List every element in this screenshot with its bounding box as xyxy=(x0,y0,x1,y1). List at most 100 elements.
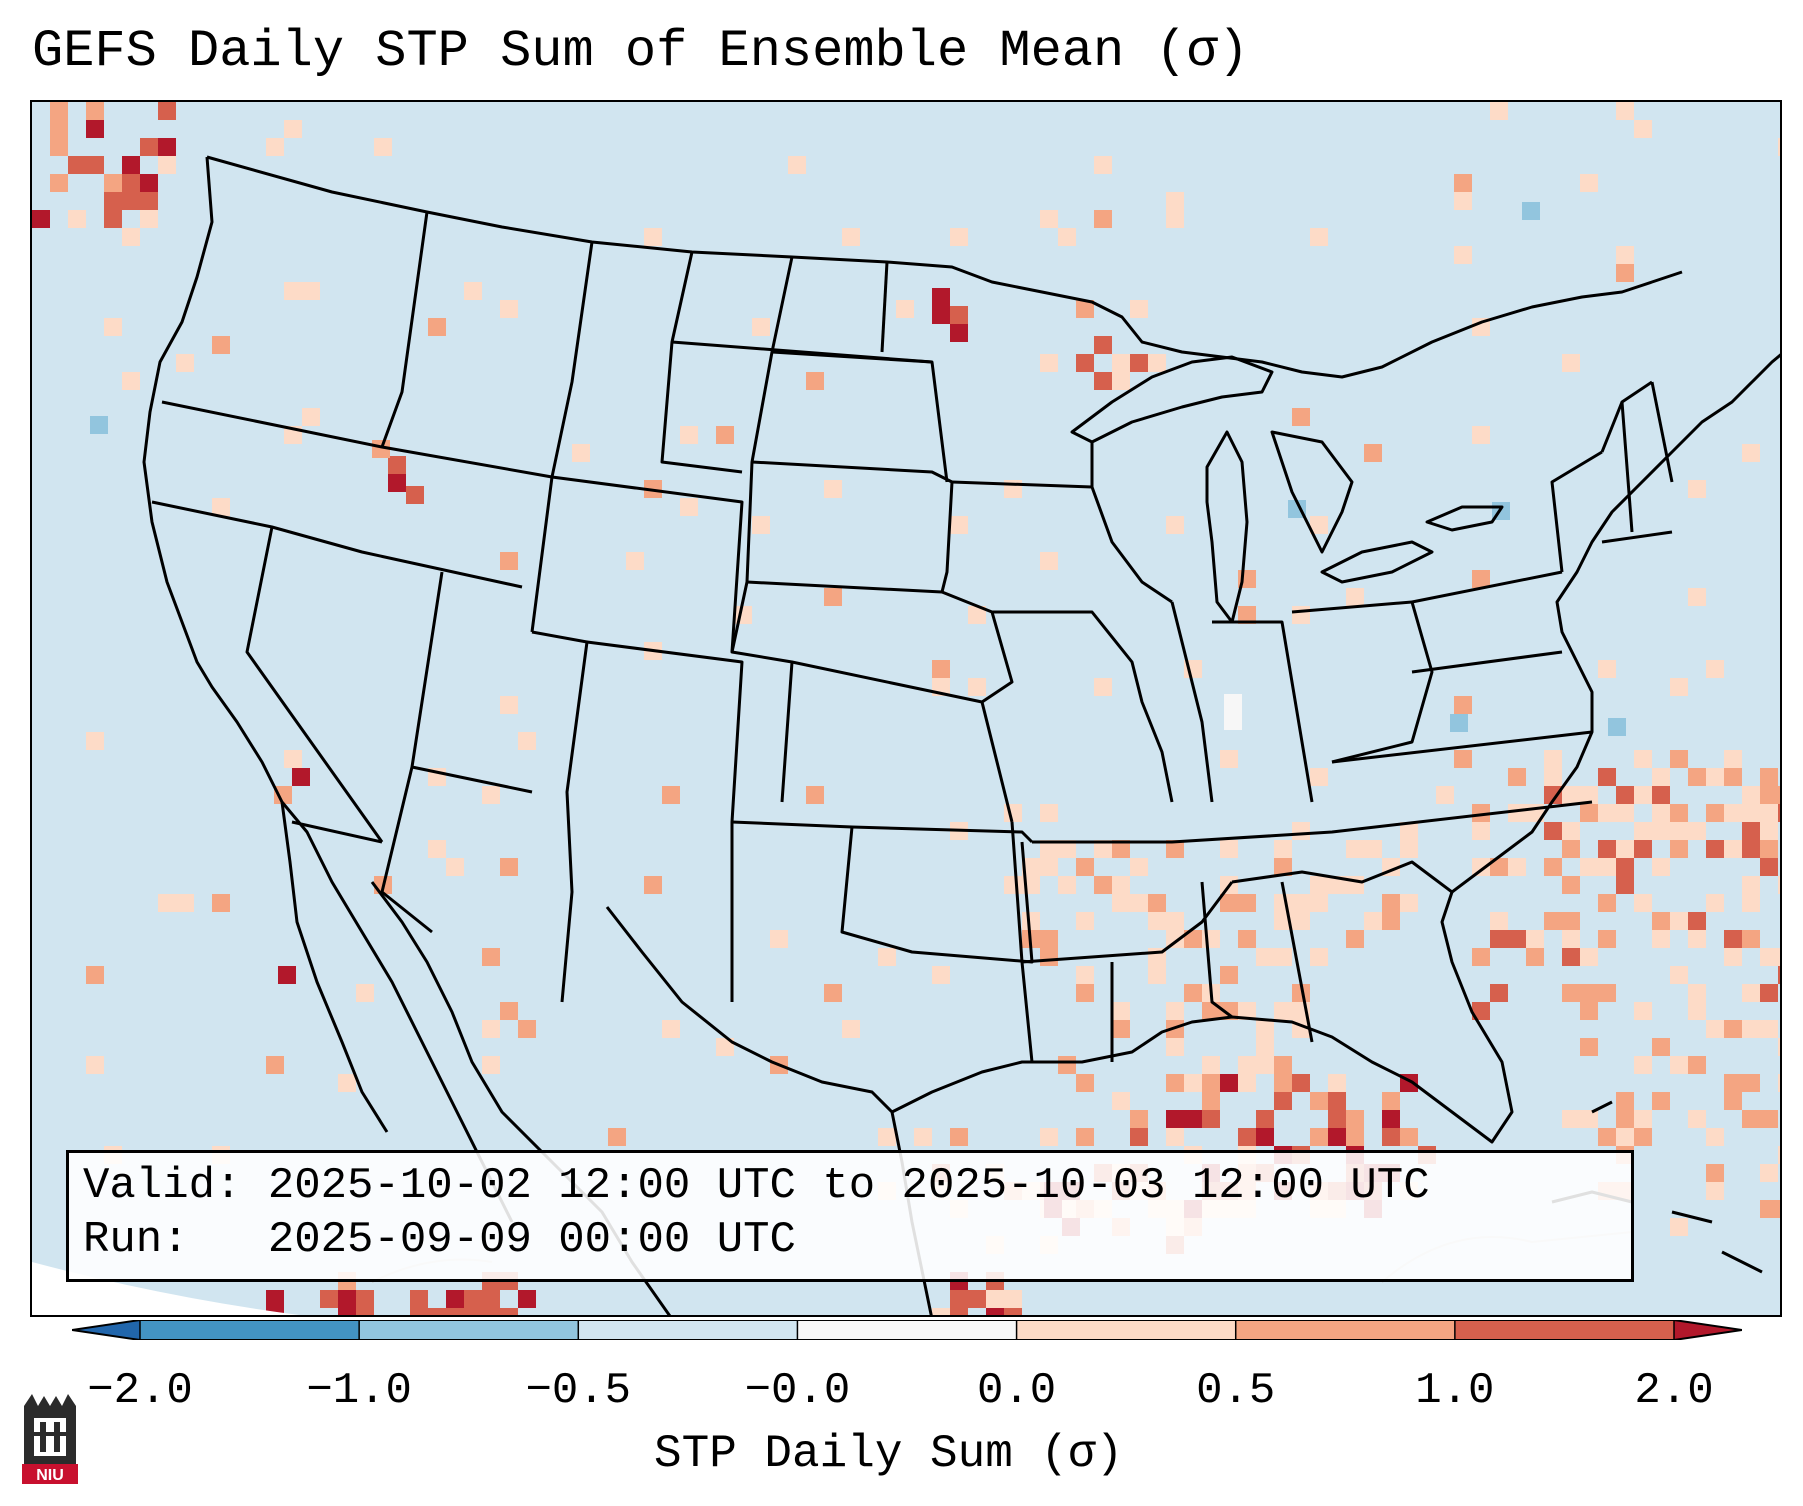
anomaly-cell xyxy=(1076,858,1094,876)
anomaly-cell xyxy=(950,516,968,534)
anomaly-cell xyxy=(1544,912,1562,930)
anomaly-cell xyxy=(1688,1056,1706,1074)
anomaly-cell xyxy=(266,1290,284,1308)
anomaly-cell xyxy=(626,552,644,570)
anomaly-cell xyxy=(1184,1074,1202,1092)
anomaly-cell xyxy=(1184,1110,1202,1128)
anomaly-cell xyxy=(824,480,842,498)
anomaly-cell xyxy=(1742,840,1760,858)
anomaly-cell xyxy=(1562,840,1580,858)
colorbar-tick-label: 0.0 xyxy=(976,1366,1057,1416)
anomaly-cell xyxy=(842,228,860,246)
northern-gulf-coast xyxy=(891,891,1514,1144)
anomaly-cell xyxy=(1742,894,1760,912)
colorbar-tick-label: 0.5 xyxy=(1196,1366,1276,1416)
lake-michigan xyxy=(1205,430,1249,624)
anomaly-cell xyxy=(1238,894,1256,912)
anomaly-cell xyxy=(1238,930,1256,948)
anomaly-cell xyxy=(1616,840,1634,858)
anomaly-cell xyxy=(1130,1128,1148,1146)
anomaly-cell xyxy=(1292,894,1310,912)
anomaly-cell xyxy=(1094,156,1112,174)
anomaly-cell xyxy=(1706,1164,1724,1182)
anomaly-cell xyxy=(806,786,824,804)
anomaly-cell xyxy=(482,1020,500,1038)
anomaly-cell xyxy=(1310,1128,1328,1146)
anomaly-cell xyxy=(716,426,734,444)
anomaly-cell xyxy=(1202,1056,1220,1074)
anomaly-cell xyxy=(482,786,500,804)
anomaly-cell xyxy=(1544,786,1562,804)
colorbar-segment xyxy=(1016,1320,1237,1340)
anomaly-cell xyxy=(1778,1074,1780,1092)
anomaly-cell xyxy=(406,486,424,504)
anomaly-cell xyxy=(1148,354,1166,372)
anomaly-cell xyxy=(1166,1038,1184,1056)
anomaly-cell xyxy=(320,1290,338,1308)
anomaly-cell xyxy=(500,1308,518,1315)
anomaly-cell xyxy=(1634,1128,1652,1146)
anomaly-cell xyxy=(1220,894,1238,912)
anomaly-cell xyxy=(1130,894,1148,912)
anomaly-cell xyxy=(842,1020,860,1038)
anomaly-cell xyxy=(1652,1092,1670,1110)
anomaly-cell xyxy=(140,210,158,228)
anomaly-cell xyxy=(1652,768,1670,786)
anomaly-cell xyxy=(1220,1074,1238,1092)
anomaly-cell xyxy=(1382,1110,1400,1128)
anomaly-cell xyxy=(1544,768,1562,786)
anomaly-cell xyxy=(644,876,662,894)
west-coast xyxy=(142,156,514,1223)
anomaly-cell xyxy=(1472,570,1490,588)
anomaly-cell xyxy=(284,120,302,138)
anomaly-cell xyxy=(1004,1290,1022,1308)
anomaly-cell xyxy=(1076,300,1094,318)
anomaly-cell xyxy=(500,552,518,570)
anomaly-cell xyxy=(1742,822,1760,840)
anomaly-cell xyxy=(158,138,176,156)
anomaly-cell xyxy=(1778,1200,1780,1218)
anomaly-cell xyxy=(86,1056,104,1074)
anomaly-cell xyxy=(1616,1128,1634,1146)
anomaly-cell xyxy=(1382,894,1400,912)
anomaly-cell xyxy=(1364,444,1382,462)
anomaly-cell xyxy=(1760,804,1778,822)
anomaly-cell xyxy=(1724,750,1742,768)
anomaly-cell xyxy=(284,750,302,768)
anomaly-cell xyxy=(788,156,806,174)
anomaly-cell xyxy=(1634,1002,1652,1020)
anomaly-cell xyxy=(1202,930,1220,948)
anomaly-cell xyxy=(1724,948,1742,966)
anomaly-cell xyxy=(50,120,68,138)
anomaly-cell xyxy=(1508,804,1526,822)
anomaly-cell xyxy=(950,228,968,246)
anomaly-cell xyxy=(1706,1182,1724,1200)
anomaly-cell xyxy=(1346,1128,1364,1146)
anomaly-cell xyxy=(1040,948,1058,966)
anomaly-cell xyxy=(1742,804,1760,822)
anomaly-cell xyxy=(50,102,68,120)
anomaly-cell xyxy=(1706,768,1724,786)
anomaly-cell xyxy=(1166,1002,1184,1020)
anomaly-cell xyxy=(1508,858,1526,876)
anomaly-cell xyxy=(1040,804,1058,822)
anomaly-cell xyxy=(1454,192,1472,210)
anomaly-cell xyxy=(824,588,842,606)
anomaly-cell xyxy=(1598,840,1616,858)
anomaly-cell xyxy=(1742,444,1760,462)
anomaly-cell xyxy=(1670,840,1688,858)
anomaly-cell xyxy=(278,966,296,984)
anomaly-cell xyxy=(968,678,986,696)
anomaly-cell xyxy=(482,1056,500,1074)
anomaly-cell xyxy=(500,1002,518,1020)
anomaly-cell xyxy=(50,174,68,192)
anomaly-cell xyxy=(1760,948,1778,966)
anomaly-cell xyxy=(1166,930,1184,948)
anomaly-cell xyxy=(1616,786,1634,804)
anomaly-cell xyxy=(1130,300,1148,318)
anomaly-cell xyxy=(1526,948,1544,966)
anomaly-cell xyxy=(1148,912,1166,930)
anomaly-cell xyxy=(1562,876,1580,894)
anomaly-cell xyxy=(1706,894,1724,912)
anomaly-cell xyxy=(1742,984,1760,1002)
